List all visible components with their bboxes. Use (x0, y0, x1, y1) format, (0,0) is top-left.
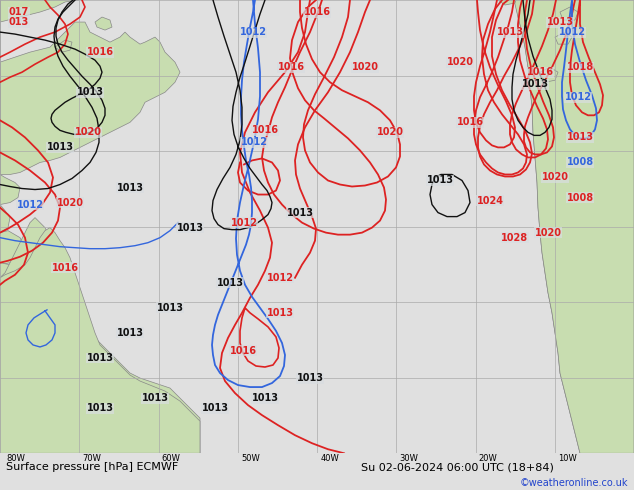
Text: 1016: 1016 (51, 263, 79, 273)
Text: 1013: 1013 (117, 182, 143, 193)
Polygon shape (55, 40, 72, 52)
Polygon shape (95, 17, 112, 30)
Text: 1020: 1020 (446, 57, 474, 67)
Polygon shape (0, 204, 10, 233)
Text: 1013: 1013 (157, 303, 183, 313)
Polygon shape (540, 67, 558, 82)
Text: 1028: 1028 (501, 233, 529, 243)
Text: 1013: 1013 (86, 403, 113, 413)
Text: 1013: 1013 (266, 308, 294, 318)
Text: 1013: 1013 (176, 222, 204, 233)
Polygon shape (0, 22, 180, 174)
Text: 50W: 50W (241, 454, 260, 463)
Text: 1008: 1008 (566, 193, 593, 202)
Polygon shape (555, 32, 572, 44)
Text: 1016: 1016 (86, 47, 113, 57)
Text: 1013: 1013 (202, 403, 228, 413)
Text: 1013: 1013 (86, 353, 113, 363)
Text: 1013: 1013 (252, 393, 278, 403)
Text: 70W: 70W (82, 454, 101, 463)
Text: 017: 017 (9, 7, 29, 17)
Text: 60W: 60W (162, 454, 181, 463)
Text: 1016: 1016 (456, 117, 484, 127)
Polygon shape (0, 0, 80, 22)
Text: 1012: 1012 (559, 27, 586, 37)
Polygon shape (0, 231, 25, 265)
Polygon shape (0, 0, 20, 204)
Text: 1016: 1016 (304, 7, 330, 17)
Text: 40W: 40W (320, 454, 339, 463)
Text: 1013: 1013 (427, 175, 453, 186)
Text: 1013: 1013 (117, 328, 143, 338)
Text: 1012: 1012 (240, 27, 266, 37)
Polygon shape (0, 218, 200, 453)
Text: 1013: 1013 (297, 373, 323, 383)
Polygon shape (514, 0, 634, 453)
Text: 013: 013 (9, 17, 29, 27)
Text: 1020: 1020 (377, 127, 403, 137)
Text: 20W: 20W (479, 454, 498, 463)
Text: ©weatheronline.co.uk: ©weatheronline.co.uk (519, 478, 628, 488)
Polygon shape (0, 263, 25, 301)
Text: 1020: 1020 (75, 127, 101, 137)
Text: 1016: 1016 (526, 67, 553, 77)
Polygon shape (0, 228, 200, 453)
Text: 1013: 1013 (46, 143, 74, 152)
Text: 1020: 1020 (56, 197, 84, 208)
Text: 1013: 1013 (496, 27, 524, 37)
Text: 1020: 1020 (351, 62, 378, 72)
Text: 1013: 1013 (77, 87, 103, 97)
Text: 1024: 1024 (477, 196, 503, 205)
Text: 1013: 1013 (141, 393, 169, 403)
Text: 80W: 80W (6, 454, 25, 463)
Text: Surface pressure [hPa] ECMWF: Surface pressure [hPa] ECMWF (6, 463, 179, 472)
Text: 1012: 1012 (266, 273, 294, 283)
Text: 1008: 1008 (566, 157, 593, 168)
Text: 1013: 1013 (522, 79, 548, 89)
Text: 1013: 1013 (567, 132, 593, 143)
Text: 1016: 1016 (252, 125, 278, 135)
Text: 30W: 30W (399, 454, 418, 463)
Text: 1012: 1012 (231, 218, 257, 228)
Polygon shape (498, 0, 516, 5)
Text: 1013: 1013 (216, 278, 243, 288)
Text: 10W: 10W (558, 454, 577, 463)
Text: Su 02-06-2024 06:00 UTC (18+84): Su 02-06-2024 06:00 UTC (18+84) (361, 463, 554, 472)
Text: 1016: 1016 (278, 62, 304, 72)
Polygon shape (560, 7, 578, 20)
Polygon shape (515, 0, 634, 453)
Text: 1013: 1013 (547, 17, 574, 27)
Text: 1012: 1012 (564, 92, 592, 102)
Text: 1012: 1012 (16, 199, 44, 210)
Text: 1013: 1013 (287, 208, 313, 218)
Text: 1020: 1020 (541, 172, 569, 182)
Text: 1020: 1020 (534, 228, 562, 238)
Text: 1012: 1012 (240, 137, 268, 147)
Text: 1018: 1018 (566, 62, 593, 72)
Text: 1016: 1016 (230, 346, 257, 356)
